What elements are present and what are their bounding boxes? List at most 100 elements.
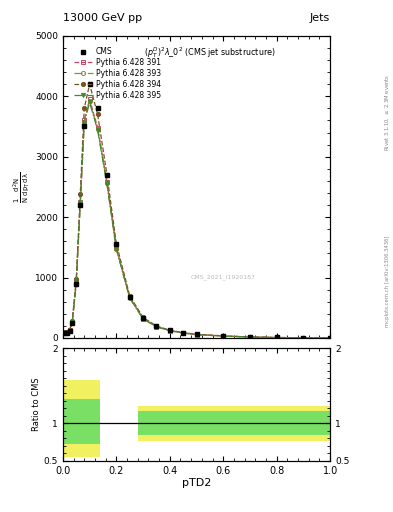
Pythia 6.428 394 (87, 81, 92, 87)
Pythia 6.428 394 (105, 172, 109, 178)
CMS (328, 335, 332, 341)
Text: $(p_T^D)^2\lambda\_0^2$ (CMS jet substructure): $(p_T^D)^2\lambda\_0^2$ (CMS jet substru… (144, 45, 276, 60)
Pythia 6.428 391 (181, 330, 185, 336)
CMS (248, 334, 252, 340)
Pythia 6.428 393 (301, 335, 306, 341)
Line: Pythia 6.428 395: Pythia 6.428 395 (62, 100, 332, 340)
Pythia 6.428 391 (82, 117, 86, 123)
Pythia 6.428 391 (127, 294, 132, 301)
Pythia 6.428 395 (221, 333, 226, 339)
CMS (301, 335, 306, 341)
Legend: CMS, Pythia 6.428 391, Pythia 6.428 393, Pythia 6.428 394, Pythia 6.428 395: CMS, Pythia 6.428 391, Pythia 6.428 393,… (72, 46, 162, 101)
CMS (64, 330, 69, 336)
CMS (181, 330, 185, 336)
CMS (154, 324, 159, 330)
Pythia 6.428 395 (167, 328, 172, 334)
Pythia 6.428 395 (87, 99, 92, 105)
Pythia 6.428 394 (154, 323, 159, 329)
Pythia 6.428 393 (78, 200, 83, 206)
Pythia 6.428 395 (64, 330, 69, 336)
Pythia 6.428 393 (221, 333, 226, 339)
Pythia 6.428 391 (154, 324, 159, 330)
Pythia 6.428 391 (141, 315, 145, 322)
Pythia 6.428 395 (114, 246, 119, 252)
Pythia 6.428 394 (328, 335, 332, 341)
Pythia 6.428 395 (95, 127, 100, 133)
Pythia 6.428 393 (64, 329, 69, 335)
Pythia 6.428 395 (78, 201, 83, 207)
CMS (62, 330, 66, 336)
Pythia 6.428 391 (87, 96, 92, 102)
Pythia 6.428 394 (114, 241, 119, 247)
Pythia 6.428 391 (221, 333, 226, 339)
Pythia 6.428 395 (154, 324, 159, 330)
Pythia 6.428 394 (301, 335, 306, 341)
Pythia 6.428 394 (70, 318, 75, 325)
CMS (67, 328, 72, 334)
Pythia 6.428 394 (181, 330, 185, 336)
Pythia 6.428 395 (105, 181, 109, 187)
Pythia 6.428 395 (328, 335, 332, 341)
Pythia 6.428 393 (127, 295, 132, 301)
CMS (114, 241, 119, 247)
Pythia 6.428 393 (105, 180, 109, 186)
Pythia 6.428 391 (274, 334, 279, 340)
Pythia 6.428 391 (70, 319, 75, 325)
CMS (87, 81, 92, 87)
Pythia 6.428 394 (248, 334, 252, 340)
CMS (82, 123, 86, 130)
Pythia 6.428 394 (127, 292, 132, 298)
CMS (274, 334, 279, 340)
Text: CMS_2021_I1920187: CMS_2021_I1920187 (191, 274, 256, 281)
Pythia 6.428 393 (274, 334, 279, 340)
Pythia 6.428 395 (70, 319, 75, 326)
Pythia 6.428 391 (62, 330, 66, 336)
Pythia 6.428 393 (62, 330, 66, 336)
CMS (194, 331, 199, 337)
Pythia 6.428 394 (74, 276, 79, 283)
Pythia 6.428 391 (328, 335, 332, 341)
Pythia 6.428 395 (141, 316, 145, 322)
Pythia 6.428 391 (95, 124, 100, 131)
Pythia 6.428 393 (154, 324, 159, 330)
Pythia 6.428 394 (67, 327, 72, 333)
Pythia 6.428 394 (194, 331, 199, 337)
Pythia 6.428 395 (301, 335, 306, 341)
Pythia 6.428 395 (274, 334, 279, 340)
Pythia 6.428 394 (62, 329, 66, 335)
Pythia 6.428 395 (127, 295, 132, 301)
Line: CMS: CMS (62, 82, 332, 340)
Pythia 6.428 393 (181, 330, 185, 336)
Pythia 6.428 393 (67, 327, 72, 333)
Pythia 6.428 391 (64, 329, 69, 335)
CMS (105, 172, 109, 178)
Pythia 6.428 395 (62, 330, 66, 336)
Pythia 6.428 391 (167, 328, 172, 334)
Text: mcplots.cern.ch [arXiv:1306.3436]: mcplots.cern.ch [arXiv:1306.3436] (385, 236, 389, 327)
Pythia 6.428 395 (82, 120, 86, 126)
Text: Rivet 3.1.10, $\geq$ 2.3M events: Rivet 3.1.10, $\geq$ 2.3M events (383, 74, 391, 151)
Pythia 6.428 394 (167, 327, 172, 333)
Pythia 6.428 393 (248, 334, 252, 340)
Pythia 6.428 391 (74, 279, 79, 285)
Text: 13000 GeV pp: 13000 GeV pp (63, 13, 142, 23)
CMS (78, 202, 83, 208)
Line: Pythia 6.428 394: Pythia 6.428 394 (62, 82, 332, 340)
CMS (221, 333, 226, 339)
Pythia 6.428 394 (78, 191, 83, 197)
Pythia 6.428 395 (67, 328, 72, 334)
Pythia 6.428 393 (87, 98, 92, 104)
Pythia 6.428 393 (167, 328, 172, 334)
Pythia 6.428 391 (248, 334, 252, 340)
Pythia 6.428 395 (194, 332, 199, 338)
CMS (70, 319, 75, 326)
Pythia 6.428 391 (78, 199, 83, 205)
Pythia 6.428 395 (74, 280, 79, 286)
Pythia 6.428 391 (114, 245, 119, 251)
Pythia 6.428 394 (95, 111, 100, 117)
Pythia 6.428 393 (141, 315, 145, 322)
Pythia 6.428 393 (95, 126, 100, 132)
Pythia 6.428 391 (194, 331, 199, 337)
Pythia 6.428 391 (67, 327, 72, 333)
Pythia 6.428 391 (301, 335, 306, 341)
